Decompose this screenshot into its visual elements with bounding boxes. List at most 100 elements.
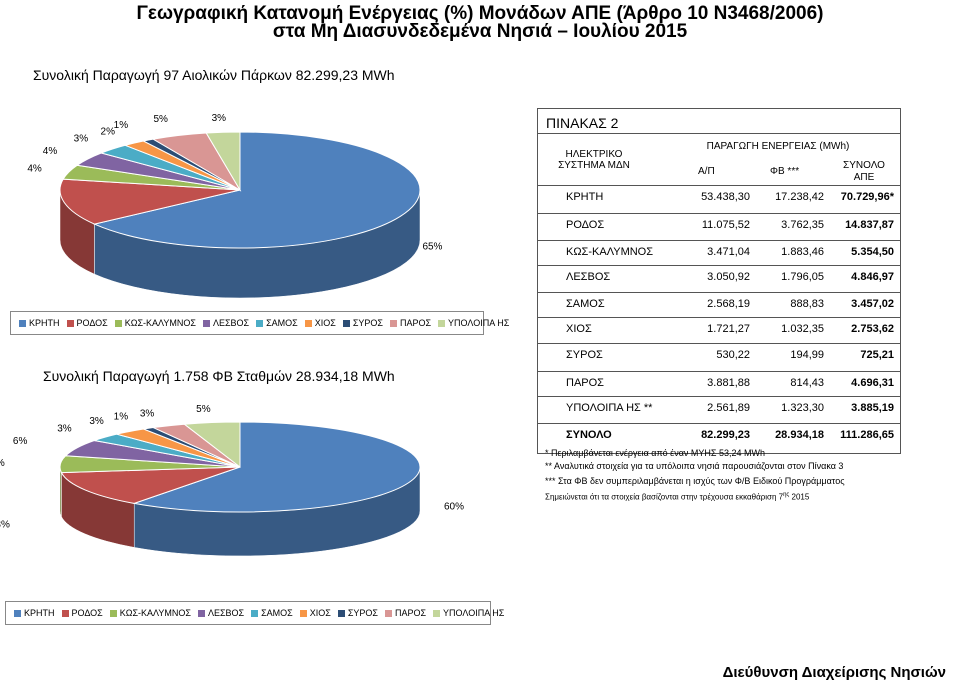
pie1-label-1: 13% xyxy=(0,520,10,531)
table-cell-pv: 1.883,46 xyxy=(781,246,824,258)
title-line-2: στα Μη Διασυνδεδεμένα Νησιά – Ιουλίου 20… xyxy=(272,21,688,42)
legend0-label-7: ΠΑΡΟΣ xyxy=(399,318,432,328)
pv-legend: ΚΡΗΤΗ ΡΟΔΟΣ ΚΩΣ-ΚΑΛΥΜΝΟΣ ΛΕΣΒΟΣ ΣΑΜΟΣ ΧΙΟΣ ΣΥΡ… xyxy=(5,601,504,625)
table-cell-total: 4.846,97 xyxy=(851,271,894,283)
table-cell-name: ΣΥΝΟΛΟ xyxy=(566,429,612,441)
legend1-swatch-4 xyxy=(251,609,259,617)
legend0-label-2: ΚΩΣ-ΚΑΛΥΜΝΟΣ xyxy=(124,318,196,328)
table-row-divider xyxy=(538,292,900,293)
pie1-label-5: 3% xyxy=(89,416,104,427)
table-cell-total: 14.837,87 xyxy=(845,219,894,231)
col-total-header-2: ΑΠΕ xyxy=(853,172,875,183)
pie0-label-8: 3% xyxy=(212,113,227,124)
legend1-swatch-8 xyxy=(433,609,441,617)
table-row-divider xyxy=(538,317,900,318)
pie0-label-6: 1% xyxy=(114,120,129,131)
pie1-side-2 xyxy=(59,466,62,517)
table-cell-pv: 1.032,35 xyxy=(781,323,824,335)
legend0-label-4: ΣΑΜΟΣ xyxy=(266,318,298,328)
pie0-label-3: 4% xyxy=(43,146,58,157)
pie1-label-3: 6% xyxy=(13,436,28,447)
table-cell-total: 5.354,50 xyxy=(851,246,894,258)
pv-heading: Συνολική Παραγωγή 1.758 ΦΒ Σταθμών 28.93… xyxy=(43,368,395,384)
table-cell-name: ΣΑΜΟΣ xyxy=(566,298,605,310)
note-4: Σημειώνεται ότι τα στοιχεία βασίζονται σ… xyxy=(545,492,809,502)
legend0-swatch-1 xyxy=(66,319,74,327)
pie1-slice-1 xyxy=(60,466,241,504)
wind-legend: ΚΡΗΤΗ ΡΟΔΟΣ ΚΩΣ-ΚΑΛΥΜΝΟΣ ΛΕΣΒΟΣ ΣΑΜΟΣ ΧΙΟΣ ΣΥΡ… xyxy=(10,311,509,335)
col-pv-header: ΦΒ *** xyxy=(770,166,800,177)
legend1-item-6: ΣΥΡΟΣ xyxy=(337,608,378,618)
legend0-label-8: ΥΠΟΛΟΙΠΑ ΗΣ xyxy=(448,318,510,328)
note-4-text: Σημειώνεται ότι τα στοιχεία βασίζονται σ… xyxy=(545,492,784,502)
legend0-swatch-6 xyxy=(342,319,350,327)
footer-department: Διεύθυνση Διαχείρισης Νησιών xyxy=(722,664,946,681)
pie1-label-6: 1% xyxy=(114,412,129,423)
pie0-label-4: 3% xyxy=(74,134,89,145)
legend1-item-2: ΚΩΣ-ΚΑΛΥΜΝΟΣ xyxy=(109,608,191,618)
note-4-end: 2015 xyxy=(789,492,810,502)
legend1-swatch-6 xyxy=(337,609,345,617)
table-title-divider xyxy=(538,133,900,134)
pie1-label-7: 3% xyxy=(140,408,155,419)
legend0-label-1: ΡΟΔΟΣ xyxy=(76,318,108,328)
table-row-divider xyxy=(538,396,900,397)
note-4-sup: ης xyxy=(783,492,790,498)
legend0-label-0: ΚΡΗΤΗ xyxy=(29,318,60,328)
pie0-label-5: 2% xyxy=(101,126,116,137)
legend0-label-3: ΛΕΣΒΟΣ xyxy=(212,318,250,328)
legend1-label-6: ΣΥΡΟΣ xyxy=(347,608,378,618)
legend0-item-3: ΛΕΣΒΟΣ xyxy=(202,318,250,328)
legend0-item-4: ΣΑΜΟΣ xyxy=(256,318,298,328)
table-cell-pv: 194,99 xyxy=(790,349,824,361)
legend0-swatch-3 xyxy=(202,319,210,327)
table-row-divider xyxy=(538,213,900,214)
pie0-slice-8 xyxy=(205,131,241,192)
legend0-item-6: ΣΥΡΟΣ xyxy=(342,318,383,328)
table-cell-name: ΣΥΡΟΣ xyxy=(566,349,603,361)
legend0-swatch-5 xyxy=(304,319,312,327)
table-cell-total: 70.729,96* xyxy=(840,191,894,203)
legend0-swatch-0 xyxy=(19,319,26,327)
table-cell-ap: 3.050,92 xyxy=(707,271,750,283)
table-row-divider xyxy=(538,423,900,424)
table-cell-total: 111.286,65 xyxy=(840,429,894,441)
table-cell-total: 4.696,31 xyxy=(851,377,894,389)
table-cell-ap: 530,22 xyxy=(716,349,750,361)
table-cell-ap: 2.568,19 xyxy=(707,298,750,310)
legend0-item-0: ΚΡΗΤΗ xyxy=(19,318,60,328)
legend0-item-2: ΚΩΣ-ΚΑΛΥΜΝΟΣ xyxy=(114,318,196,328)
col-ap-header: Α/Π xyxy=(698,166,715,177)
legend1-label-7: ΠΑΡΟΣ xyxy=(394,608,427,618)
pie0-slice-0 xyxy=(92,131,421,249)
legend1-swatch-7 xyxy=(384,609,392,617)
pie1-slice-8 xyxy=(183,421,241,469)
table-cell-ap: 1.721,27 xyxy=(707,323,750,335)
table-cell-name: ΚΡΗΤΗ xyxy=(566,191,604,203)
wind-heading: Συνολική Παραγωγή 97 Αιολικών Πάρκων 82.… xyxy=(33,67,395,83)
pie1-label-2: 6% xyxy=(0,458,5,469)
table-cell-total: 725,21 xyxy=(860,349,894,361)
table-cell-name: ΚΩΣ-ΚΑΛΥΜΝΟΣ xyxy=(566,246,654,258)
legend1-label-3: ΛΕΣΒΟΣ xyxy=(207,608,245,618)
col-group-header: ΠΑΡΑΓΩΓΗ ΕΝΕΡΓΕΙΑΣ (MWh) xyxy=(706,141,850,152)
note-3: *** Στα ΦΒ δεν συμπεριλαμβάνεται η ισχύς… xyxy=(545,476,845,486)
table-cell-ap: 3.471,04 xyxy=(707,246,750,258)
legend1-label-2: ΚΩΣ-ΚΑΛΥΜΝΟΣ xyxy=(119,608,191,618)
legend1-swatch-5 xyxy=(299,609,307,617)
legend1-item-7: ΠΑΡΟΣ xyxy=(384,608,427,618)
legend1-item-5: ΧΙΟΣ xyxy=(299,608,331,618)
table-cell-pv: 814,43 xyxy=(790,377,824,389)
legend0-swatch-8 xyxy=(438,319,446,327)
legend1-item-4: ΣΑΜΟΣ xyxy=(251,608,293,618)
table-cell-ap: 11.075,52 xyxy=(701,219,750,231)
legend0-item-5: ΧΙΟΣ xyxy=(304,318,336,328)
col-total-header-1: ΣΥΝΟΛΟ xyxy=(843,160,885,171)
legend1-label-5: ΧΙΟΣ xyxy=(309,608,331,618)
table-cell-total: 3.885,19 xyxy=(851,402,894,414)
legend1-label-0: ΚΡΗΤΗ xyxy=(24,608,55,618)
legend0-swatch-4 xyxy=(256,319,264,327)
pie1-label-0: 60% xyxy=(444,501,464,512)
legend1-item-3: ΛΕΣΒΟΣ xyxy=(197,608,245,618)
table-cell-ap: 82.299,23 xyxy=(701,429,750,441)
